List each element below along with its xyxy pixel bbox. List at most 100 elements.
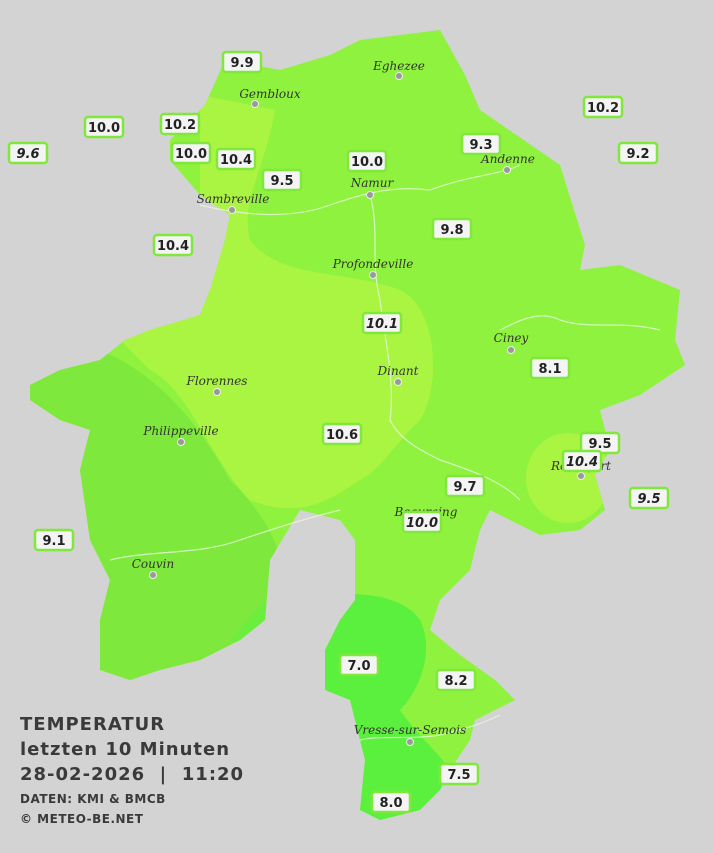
heading: TEMPERATUR	[20, 714, 165, 735]
station-box	[321, 422, 363, 446]
city-name: Philippeville	[142, 424, 218, 438]
station-box	[435, 668, 477, 692]
city-dot	[213, 388, 221, 396]
city-name: Couvin	[132, 557, 174, 571]
station-box	[401, 510, 443, 534]
station-box	[617, 141, 659, 165]
city-dot	[149, 571, 157, 579]
river-viroin	[109, 509, 341, 561]
station-value: 8.0	[379, 796, 402, 811]
station-box	[431, 217, 473, 241]
station: 8.1	[529, 356, 571, 380]
river-lesse	[499, 315, 661, 331]
station-value: 8.1	[538, 362, 561, 377]
city-dot	[395, 72, 403, 80]
station-box	[215, 147, 257, 171]
river-meuse	[369, 194, 521, 501]
source: DATEN: KMI & BMCB	[20, 792, 166, 806]
city-dot	[577, 472, 585, 480]
station: 9.5	[628, 486, 670, 510]
station: 9.2	[617, 141, 659, 165]
station: 7.0	[338, 653, 380, 677]
station-value: 10.1	[366, 317, 398, 332]
station: 10.6	[321, 422, 363, 446]
station: 9.8	[431, 217, 473, 241]
city-name: Florennes	[186, 374, 248, 388]
station-value: 9.6	[16, 147, 39, 162]
station: 10.2	[159, 112, 201, 136]
station-box	[152, 233, 194, 257]
station: 10.0	[83, 115, 125, 139]
station: 9.7	[444, 474, 486, 498]
station-value: 10.4	[157, 239, 189, 254]
station-value: 10.0	[88, 121, 120, 136]
station-box	[346, 149, 388, 173]
station-value: 10.2	[587, 101, 619, 116]
station-value: 10.0	[406, 516, 438, 531]
station-box	[628, 486, 670, 510]
stations: 9.9 10.0 10.2 9.6 10.0 10.4 9.5 10.0 9.3 10.2 9.2 9…	[7, 50, 670, 814]
city-name: Andenne	[480, 152, 535, 166]
city-dot	[406, 738, 414, 746]
city-dot	[507, 346, 515, 354]
station-value: 9.7	[453, 480, 476, 495]
station-box	[361, 311, 403, 335]
city-dot	[394, 378, 402, 386]
station: 9.3	[460, 132, 502, 156]
station-box	[438, 762, 480, 786]
city-dot	[369, 271, 377, 279]
cities: Eghezee Gembloux Andenne Namur Sambreville Pr…	[132, 59, 611, 746]
station: 9.1	[33, 528, 75, 552]
station-value: 10.0	[351, 155, 383, 170]
station: 10.4	[561, 449, 603, 473]
city-name: Eghezee	[372, 59, 425, 73]
city-dot	[228, 206, 236, 214]
station-box	[529, 356, 571, 380]
station: 10.1	[361, 311, 403, 335]
station-box	[338, 653, 380, 677]
station: 9.5	[261, 168, 303, 192]
station: 7.5	[438, 762, 480, 786]
station-value: 9.5	[637, 492, 660, 507]
station: 10.0	[346, 149, 388, 173]
city-name: Sambreville	[197, 192, 270, 206]
station-box	[370, 790, 412, 814]
city-name: Vresse-sur-Semois	[354, 723, 467, 737]
city-name: Profondeville	[332, 257, 414, 271]
station-box	[33, 528, 75, 552]
period: letzten 10 Minuten	[20, 739, 230, 760]
station: 10.2	[582, 95, 624, 119]
station-value: 9.2	[626, 147, 649, 162]
station: 10.0	[170, 141, 212, 165]
station-value: 9.3	[469, 138, 492, 153]
station-value: 10.4	[566, 455, 598, 470]
city-name: Ciney	[494, 331, 529, 345]
zone-center	[120, 95, 434, 509]
station-box	[561, 449, 603, 473]
station-value: 8.2	[444, 674, 467, 689]
station-value: 9.5	[588, 437, 611, 452]
city-name: Gembloux	[239, 87, 301, 101]
station-box	[159, 112, 201, 136]
station-box	[444, 474, 486, 498]
station-box	[7, 141, 49, 165]
station: 10.4	[215, 147, 257, 171]
river-semois	[359, 714, 501, 741]
station: 8.2	[435, 668, 477, 692]
station: 10.0	[401, 510, 443, 534]
legend-title: TEMPERATUR letzten 10 Minuten 28-02-2026…	[20, 714, 243, 826]
station-value: 9.8	[440, 223, 463, 238]
station-box	[582, 95, 624, 119]
city-name: Dinant	[377, 364, 419, 378]
station: 9.5	[579, 431, 621, 455]
station: 9.6	[7, 141, 49, 165]
station-box	[221, 50, 263, 74]
station-box	[83, 115, 125, 139]
station-box	[460, 132, 502, 156]
copyright: © METEO-BE.NET	[20, 812, 144, 826]
station-value: 7.0	[347, 659, 370, 674]
station-value: 9.9	[230, 56, 253, 71]
station-value: 9.1	[42, 534, 65, 549]
